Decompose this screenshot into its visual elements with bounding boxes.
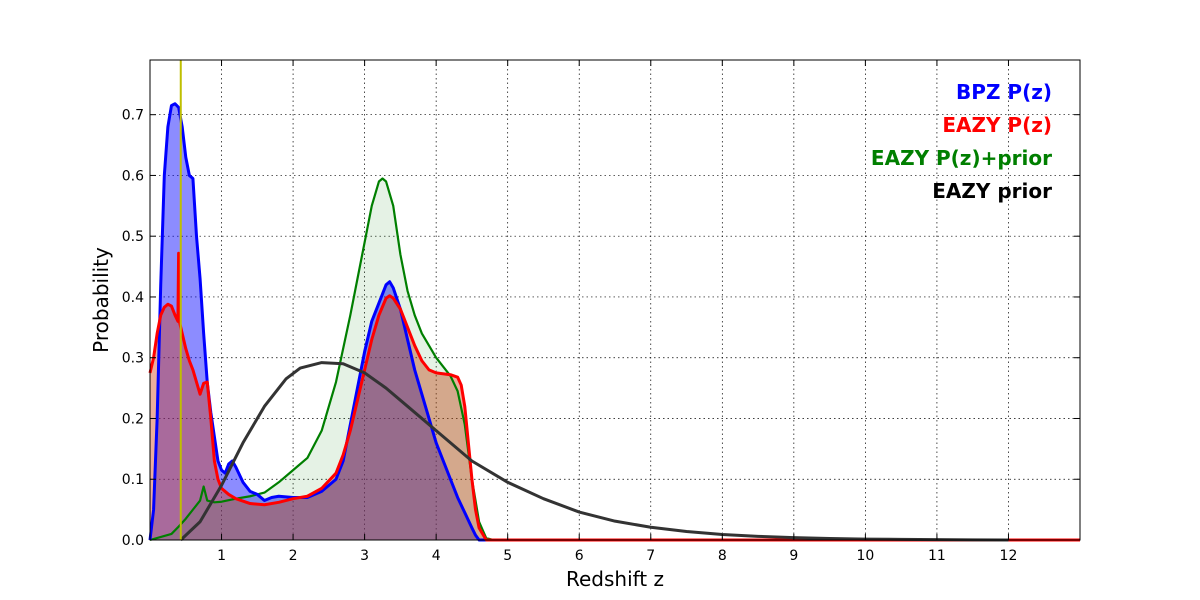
y-tick-label: 0.7	[122, 108, 144, 124]
y-tick-label: 0.5	[122, 229, 144, 245]
legend-entry: EAZY P(z)	[942, 113, 1052, 137]
x-tick-label: 8	[718, 548, 727, 564]
x-tick-label: 5	[503, 548, 512, 564]
series-line	[148, 251, 1080, 542]
x-tick-label: 9	[789, 548, 798, 564]
series-line	[179, 361, 1009, 542]
x-tick-label: 1	[217, 548, 226, 564]
legend: BPZ P(z) EAZY P(z) EAZY P(z)+prior EAZY pri…	[871, 80, 1052, 203]
x-tick-label: 10	[856, 548, 874, 564]
series-fill	[150, 178, 1080, 541]
series-layer	[148, 60, 1080, 542]
series-line	[148, 102, 1080, 542]
grid-lines	[150, 60, 1080, 541]
legend-entry: EAZY P(z)+prior	[871, 146, 1052, 170]
x-axis-label: Redshift z	[566, 567, 664, 591]
legend-entry: EAZY prior	[932, 179, 1052, 203]
series-line	[149, 177, 1080, 542]
x-tick-label: 7	[646, 548, 655, 564]
y-tick-label: 0.2	[122, 411, 144, 427]
x-tick-label: 4	[432, 548, 441, 564]
x-tick-label: 3	[360, 548, 369, 564]
x-tick-label: 12	[1000, 548, 1018, 564]
x-tick-label: 2	[289, 548, 298, 564]
legend-entry: BPZ P(z)	[956, 80, 1052, 104]
tick-labels: 1 2 3 4 5 6 7 8 9 10 11 120.00.10.20.30.40.50.60.7	[122, 108, 1018, 564]
y-tick-label: 0.3	[122, 351, 144, 367]
axes-frame	[149, 59, 1081, 541]
y-axis-label: Probability	[89, 247, 113, 353]
plot-frame	[149, 59, 1081, 541]
y-tick-label: 0.6	[122, 168, 144, 184]
x-tick-label: 11	[928, 548, 946, 564]
series-fill	[150, 253, 1080, 540]
y-tick-label: 0.0	[122, 533, 144, 549]
y-tick-label: 0.4	[122, 290, 144, 306]
y-tick-label: 0.1	[122, 472, 144, 488]
x-tick-label: 6	[575, 548, 584, 564]
series-fill	[150, 103, 1080, 540]
